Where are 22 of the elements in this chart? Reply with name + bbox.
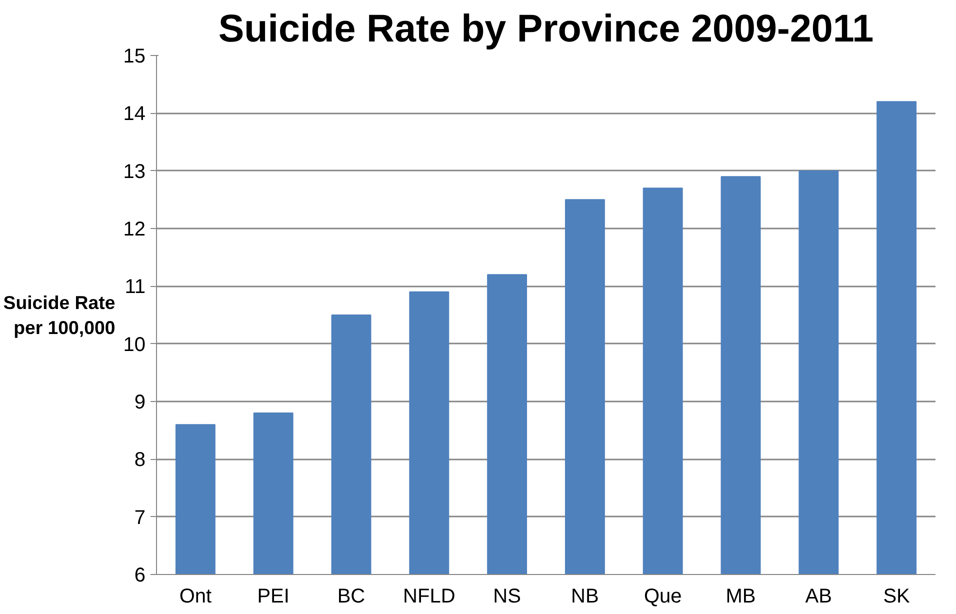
x-tick-label: MB — [726, 586, 756, 608]
x-tick-label: SK — [883, 586, 911, 608]
y-tick-label: 14 — [123, 103, 146, 126]
x-tick-label: PEI — [257, 586, 290, 608]
x-tick-label: Que — [644, 586, 682, 608]
y-tick-label: 6 — [134, 564, 146, 586]
chart-title: Suicide Rate by Province 2009-2011 — [218, 8, 874, 50]
x-tick-label: NS — [493, 586, 521, 608]
x-tick-label: AB — [805, 586, 832, 608]
y-tick-label: 13 — [123, 160, 146, 183]
y-tick-label: 10 — [123, 334, 146, 356]
y-tick-label: 8 — [134, 449, 146, 472]
x-tick-label: Ont — [179, 586, 212, 608]
y-tick-label: 15 — [123, 46, 146, 68]
x-tick-label: BC — [337, 586, 366, 608]
y-tick-label: 12 — [123, 218, 146, 240]
y-tick-label: 11 — [124, 276, 146, 298]
y-tick-label: 7 — [134, 506, 146, 529]
y-axis-title: Suicide Rate per 100,000 — [3, 292, 116, 338]
y-tick-label: 9 — [134, 392, 146, 414]
x-tick-label: NB — [571, 586, 599, 608]
x-tick-label: NFLD — [403, 586, 456, 608]
